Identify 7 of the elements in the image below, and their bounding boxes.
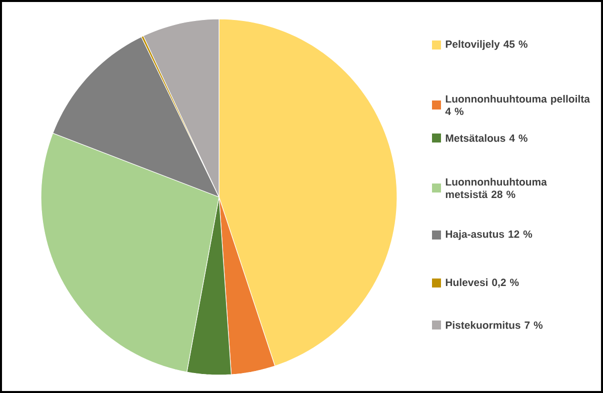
legend-label: Metsätalous 4 % bbox=[446, 134, 528, 142]
legend-label: Pistekuormitus 7 % bbox=[446, 321, 543, 329]
legend-label: Luonnonhuuhtouma metsistä 28 % bbox=[446, 178, 547, 198]
legend-label: Peltoviljely 45 % bbox=[446, 40, 528, 50]
legend-label: Luonnonhuuhtouma pelloilta 4 % bbox=[445, 94, 590, 116]
legend-label: Haja-asutus 12 % bbox=[446, 230, 532, 240]
legend-label: Hulevesi 0,2 % bbox=[446, 278, 519, 288]
